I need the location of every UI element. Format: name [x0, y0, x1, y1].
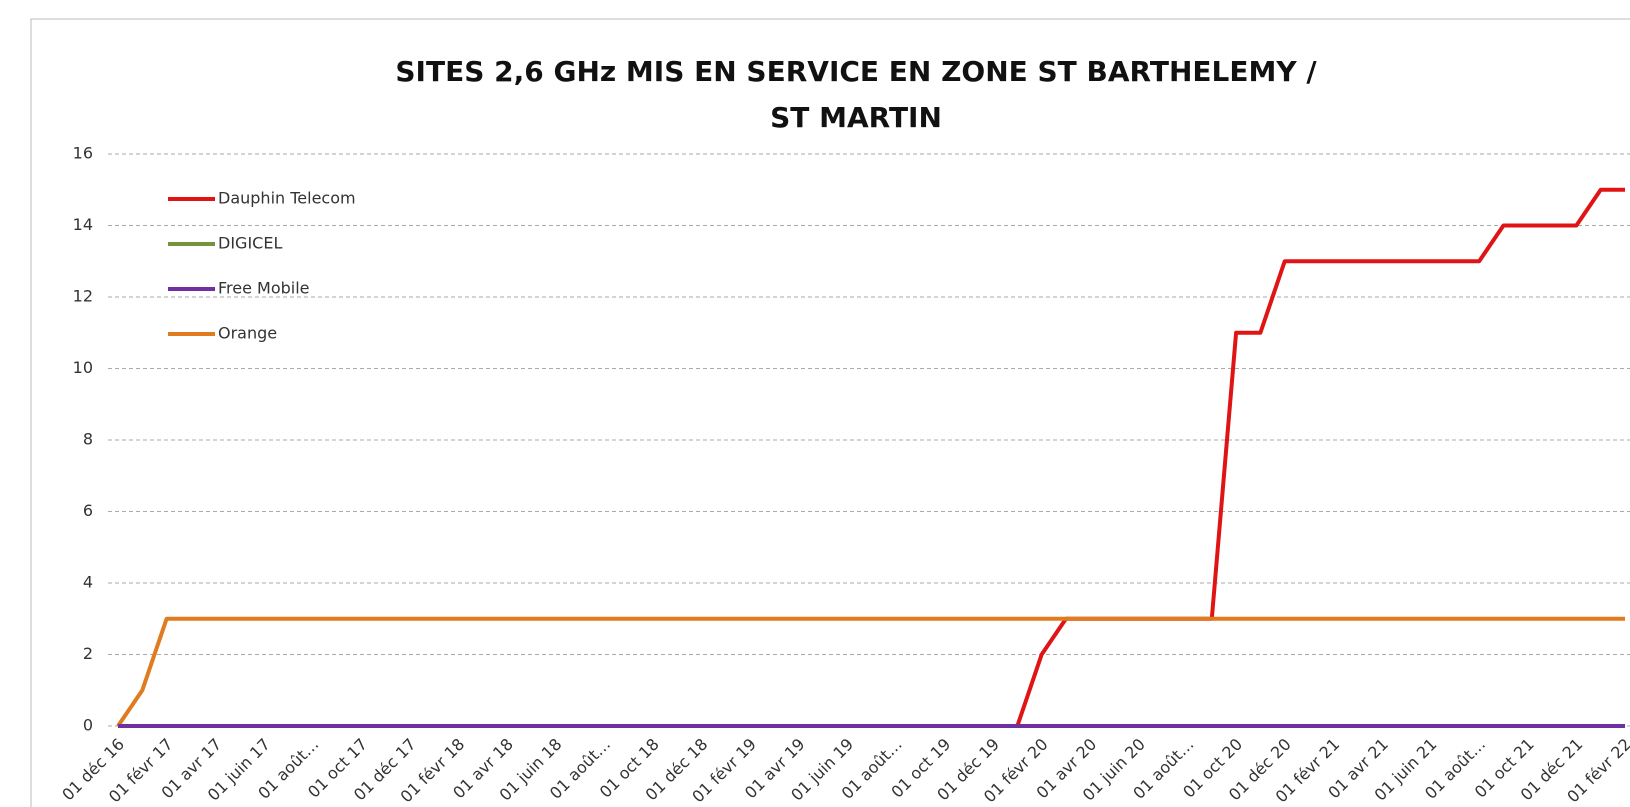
chart-title: SITES 2,6 GHz MIS EN SERVICE EN ZONE ST …: [395, 55, 1317, 88]
legend-label: Orange: [218, 324, 277, 343]
y-tick-label: 6: [83, 501, 93, 520]
y-tick-label: 12: [73, 287, 93, 306]
y-tick-label: 10: [73, 358, 93, 377]
legend-label: Free Mobile: [218, 279, 310, 298]
y-tick-label: 4: [83, 573, 93, 592]
legend-label: Dauphin Telecom: [218, 189, 356, 208]
y-tick-label: 16: [73, 144, 93, 163]
y-tick-label: 8: [83, 430, 93, 449]
chart-title: ST MARTIN: [770, 101, 942, 134]
y-tick-label: 0: [83, 716, 93, 735]
chart-frame: [30, 18, 1630, 807]
y-tick-label: 14: [73, 215, 93, 234]
y-tick-label: 2: [83, 644, 93, 663]
series-line: [116, 616, 1625, 728]
legend-label: DIGICEL: [218, 234, 282, 253]
